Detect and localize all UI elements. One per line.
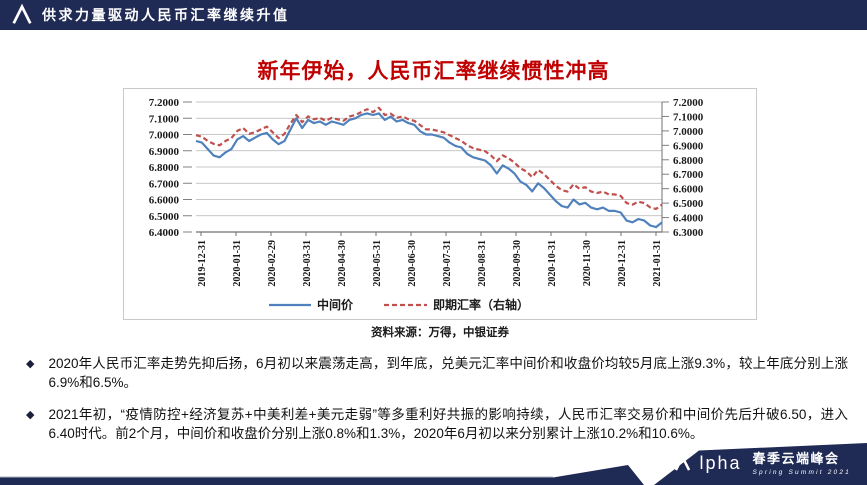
bullet-item-1: ◆ 2020年人民币汇率走势先抑后扬，6月初以来震荡走高，到年底，兑美元汇率中间… [26,354,848,392]
svg-text:2020-05-31: 2020-05-31 [372,240,383,287]
footer-summit-cn: 春季云端峰会 [752,451,840,466]
slide-title: 新年伊始，人民币汇率继续惯性冲高 [257,60,610,83]
header-title: 供求力量驱动人民币汇率继续升值 [42,7,290,23]
svg-text:6.4000: 6.4000 [673,213,704,225]
series-line-1 [195,106,663,211]
svg-text:2020-06-30: 2020-06-30 [407,240,418,287]
footer-bottom-strip [0,465,644,485]
svg-text:6.3000: 6.3000 [673,227,704,239]
svg-text:7.1000: 7.1000 [149,113,180,125]
footer-brand-text: lpha [699,453,742,473]
svg-text:6.9000: 6.9000 [149,146,180,158]
series-lines [195,106,663,229]
x-axis: 2019-12-31 2020-01-31 2020-02-29 2020-03-31… [196,231,663,287]
svg-text:2020-08-31: 2020-08-31 [477,240,488,287]
footer-corner-banner [654,443,867,485]
svg-text:2020-11-30: 2020-11-30 [582,240,593,286]
svg-text:7.0000: 7.0000 [673,126,704,138]
bullet-text-1: 2020年人民币汇率走势先抑后扬，6月初以来震荡走高，到年底，兑美元汇率中间价和… [48,356,848,390]
alpha-triangle-logo-icon [12,3,32,24]
svg-text:6.8000: 6.8000 [149,162,180,174]
svg-text:2020-09-30: 2020-09-30 [512,240,523,287]
alpha-triangle-logo-icon [675,453,691,471]
svg-text:6.5000: 6.5000 [673,198,704,210]
legend-label-0: 中间价 [317,297,354,312]
exchange-rate-line-chart: 7.2000 7.1000 7.0000 6.9000 6.8000 6.7000 6.60… [149,97,704,312]
y-axis-left: 7.2000 7.1000 7.0000 6.9000 6.8000 6.7000 6.60… [149,97,192,239]
svg-text:6.7000: 6.7000 [673,169,704,181]
svg-text:2020-02-29: 2020-02-29 [267,240,278,287]
svg-text:2020-04-30: 2020-04-30 [337,240,348,287]
svg-text:2020-07-31: 2020-07-31 [442,240,453,287]
svg-text:2020-03-31: 2020-03-31 [302,240,313,287]
footer-summit-en: Spring Summit 2021 [752,469,851,476]
header-bar: 供求力量驱动人民币汇率继续升值 [0,0,867,30]
exchange-rate-chart-frame: 7.2000 7.1000 7.0000 6.9000 6.8000 6.7000 6.60… [123,88,757,320]
bullet-list: ◆ 2020年人民币汇率走势先抑后扬，6月初以来震荡走高，到年底，兑美元汇率中间… [26,354,848,456]
y-axis-right: 7.2000 7.1000 7.0000 6.9000 6.8000 6.7000 6.60… [661,97,704,239]
footer-summit-block: 春季云端峰会 Spring Summit 2021 [753,448,852,476]
svg-text:7.2000: 7.2000 [673,97,704,109]
legend-label-1: 即期汇率（右轴） [433,297,529,312]
svg-text:7.0000: 7.0000 [149,130,180,142]
svg-text:7.1000: 7.1000 [673,111,704,123]
footer-logo: lpha 春季云端峰会 Spring Summit 2021 [673,445,851,479]
svg-text:2019-12-31: 2019-12-31 [197,240,208,287]
legend: 中间价 即期汇率（右轴） [269,297,529,312]
chart-source-note: 资料来源：万得，中银证券 [371,327,509,339]
svg-text:6.5000: 6.5000 [149,211,180,223]
series-line-0 [195,112,663,229]
bullet-diamond-icon: ◆ [26,409,35,421]
svg-text:2020-01-31: 2020-01-31 [232,240,243,287]
gridlines [196,101,662,233]
bullet-diamond-icon: ◆ [26,358,35,370]
svg-text:6.4000: 6.4000 [149,227,180,239]
svg-text:6.6000: 6.6000 [149,195,180,207]
svg-text:2020-12-31: 2020-12-31 [617,240,628,287]
svg-text:6.7000: 6.7000 [149,178,180,190]
svg-text:6.9000: 6.9000 [673,140,704,152]
svg-text:7.2000: 7.2000 [149,97,180,109]
svg-text:6.6000: 6.6000 [673,184,704,196]
svg-text:6.8000: 6.8000 [673,155,704,167]
bullet-text-2: 2021年初，“疫情防控+经济复苏+中美利差+美元走弱”等多重利好共振的影响持续… [48,407,848,441]
footer-strip-highlight [0,476,553,478]
bullet-item-2: ◆ 2021年初，“疫情防控+经济复苏+中美利差+美元走弱”等多重利好共振的影响… [26,405,848,443]
svg-text:2021-01-31: 2021-01-31 [652,240,663,287]
svg-text:2020-10-31: 2020-10-31 [547,240,558,287]
footer-banner [0,443,867,485]
